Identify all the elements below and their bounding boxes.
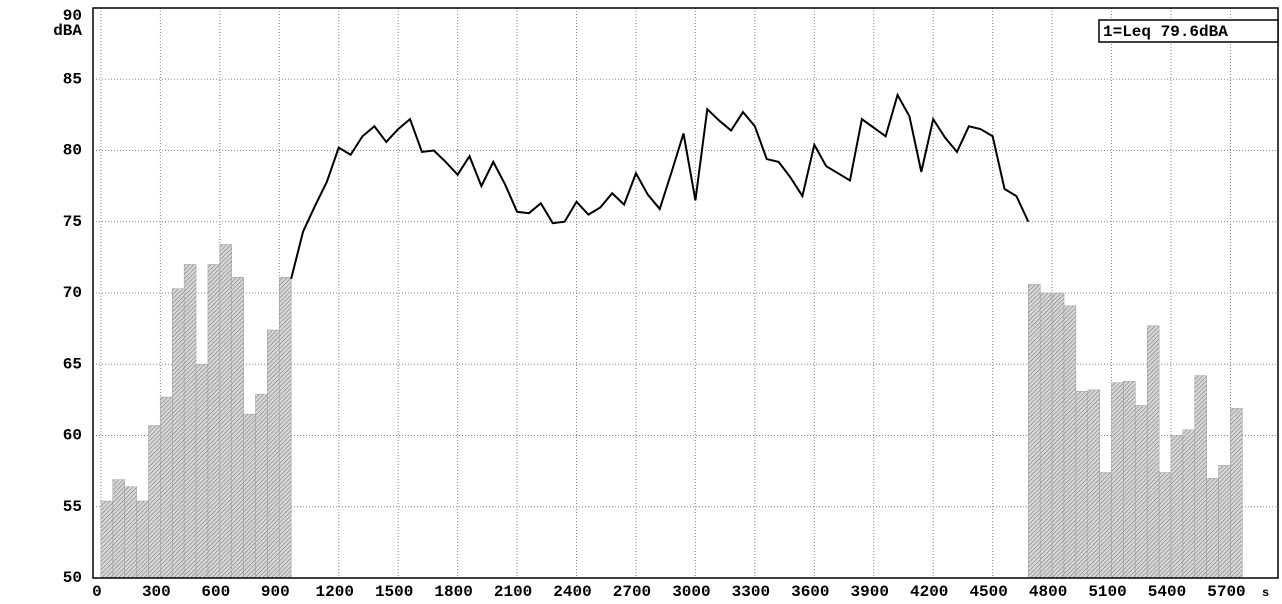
bar <box>124 486 137 579</box>
bar <box>136 500 149 579</box>
x-tick-label: 3000 <box>672 583 710 601</box>
x-tick-label: 1200 <box>316 583 354 601</box>
bar <box>1063 305 1077 579</box>
x-tick-label: 2400 <box>553 583 591 601</box>
x-tick-label: 3900 <box>851 583 889 601</box>
y-tick-label: 80 <box>63 142 82 160</box>
bar <box>1146 325 1160 579</box>
x-tick-label: 4500 <box>969 583 1007 601</box>
bar <box>279 277 292 579</box>
legend-box <box>1098 19 1279 43</box>
legend-text: 1=Leq 79.6dBA <box>1103 23 1228 41</box>
bar <box>1123 381 1136 579</box>
x-tick-label: 0 <box>92 583 102 601</box>
x-tick-label: 1800 <box>434 583 472 601</box>
x-tick-label: 3600 <box>791 583 829 601</box>
x-tick-label: 1500 <box>375 583 413 601</box>
bar <box>195 364 209 579</box>
y-tick-label: 75 <box>63 213 82 231</box>
x-tick-label: 300 <box>142 583 171 601</box>
bar <box>267 329 280 579</box>
y-tick-label: 50 <box>63 569 82 587</box>
bar <box>1158 472 1172 579</box>
bar <box>1111 382 1124 579</box>
bar <box>1051 292 1065 579</box>
x-tick-label: 5100 <box>1088 583 1126 601</box>
line <box>290 92 1030 279</box>
bar <box>1194 375 1207 579</box>
x-tick-label: 900 <box>261 583 290 601</box>
bar <box>1039 292 1053 579</box>
x-tick-label: 4200 <box>910 583 948 601</box>
x-tick-label: 3300 <box>732 583 770 601</box>
bar <box>1218 465 1231 579</box>
bar <box>231 277 244 579</box>
bar <box>112 479 125 579</box>
x-tick-label: 5400 <box>1148 583 1186 601</box>
bar <box>219 244 232 579</box>
y-tick-label: 65 <box>63 355 82 373</box>
y-tick-label: 70 <box>63 284 82 302</box>
bar <box>100 500 114 579</box>
bar <box>1075 391 1089 579</box>
bar <box>1170 435 1184 579</box>
bar <box>1182 429 1196 579</box>
bar <box>255 393 268 579</box>
y-tick-label: 55 <box>63 498 82 516</box>
x-tick-label: 4800 <box>1029 583 1067 601</box>
y-tick-label: 60 <box>63 427 82 445</box>
y-tick-label: 85 <box>63 70 82 88</box>
plot <box>100 92 1243 579</box>
bar <box>1230 408 1243 579</box>
bar <box>172 288 185 579</box>
bar <box>183 264 197 579</box>
bar <box>1099 472 1112 579</box>
x-tick-label: 2100 <box>494 583 532 601</box>
x-axis-label: s <box>1262 586 1269 600</box>
bar <box>1206 478 1219 579</box>
y-tick-label: 90 <box>63 7 82 25</box>
x-tick-label: 5700 <box>1207 583 1245 601</box>
bar <box>1087 389 1100 579</box>
x-tick-label: 2700 <box>613 583 651 601</box>
plot-frame <box>92 7 1279 579</box>
bar <box>1135 405 1148 579</box>
bar <box>243 413 256 579</box>
bar <box>1028 284 1041 579</box>
bar <box>207 264 221 579</box>
bar <box>160 396 173 579</box>
bar <box>148 425 161 579</box>
x-tick-label: 600 <box>201 583 230 601</box>
y-axis-label: dBA <box>53 22 82 40</box>
